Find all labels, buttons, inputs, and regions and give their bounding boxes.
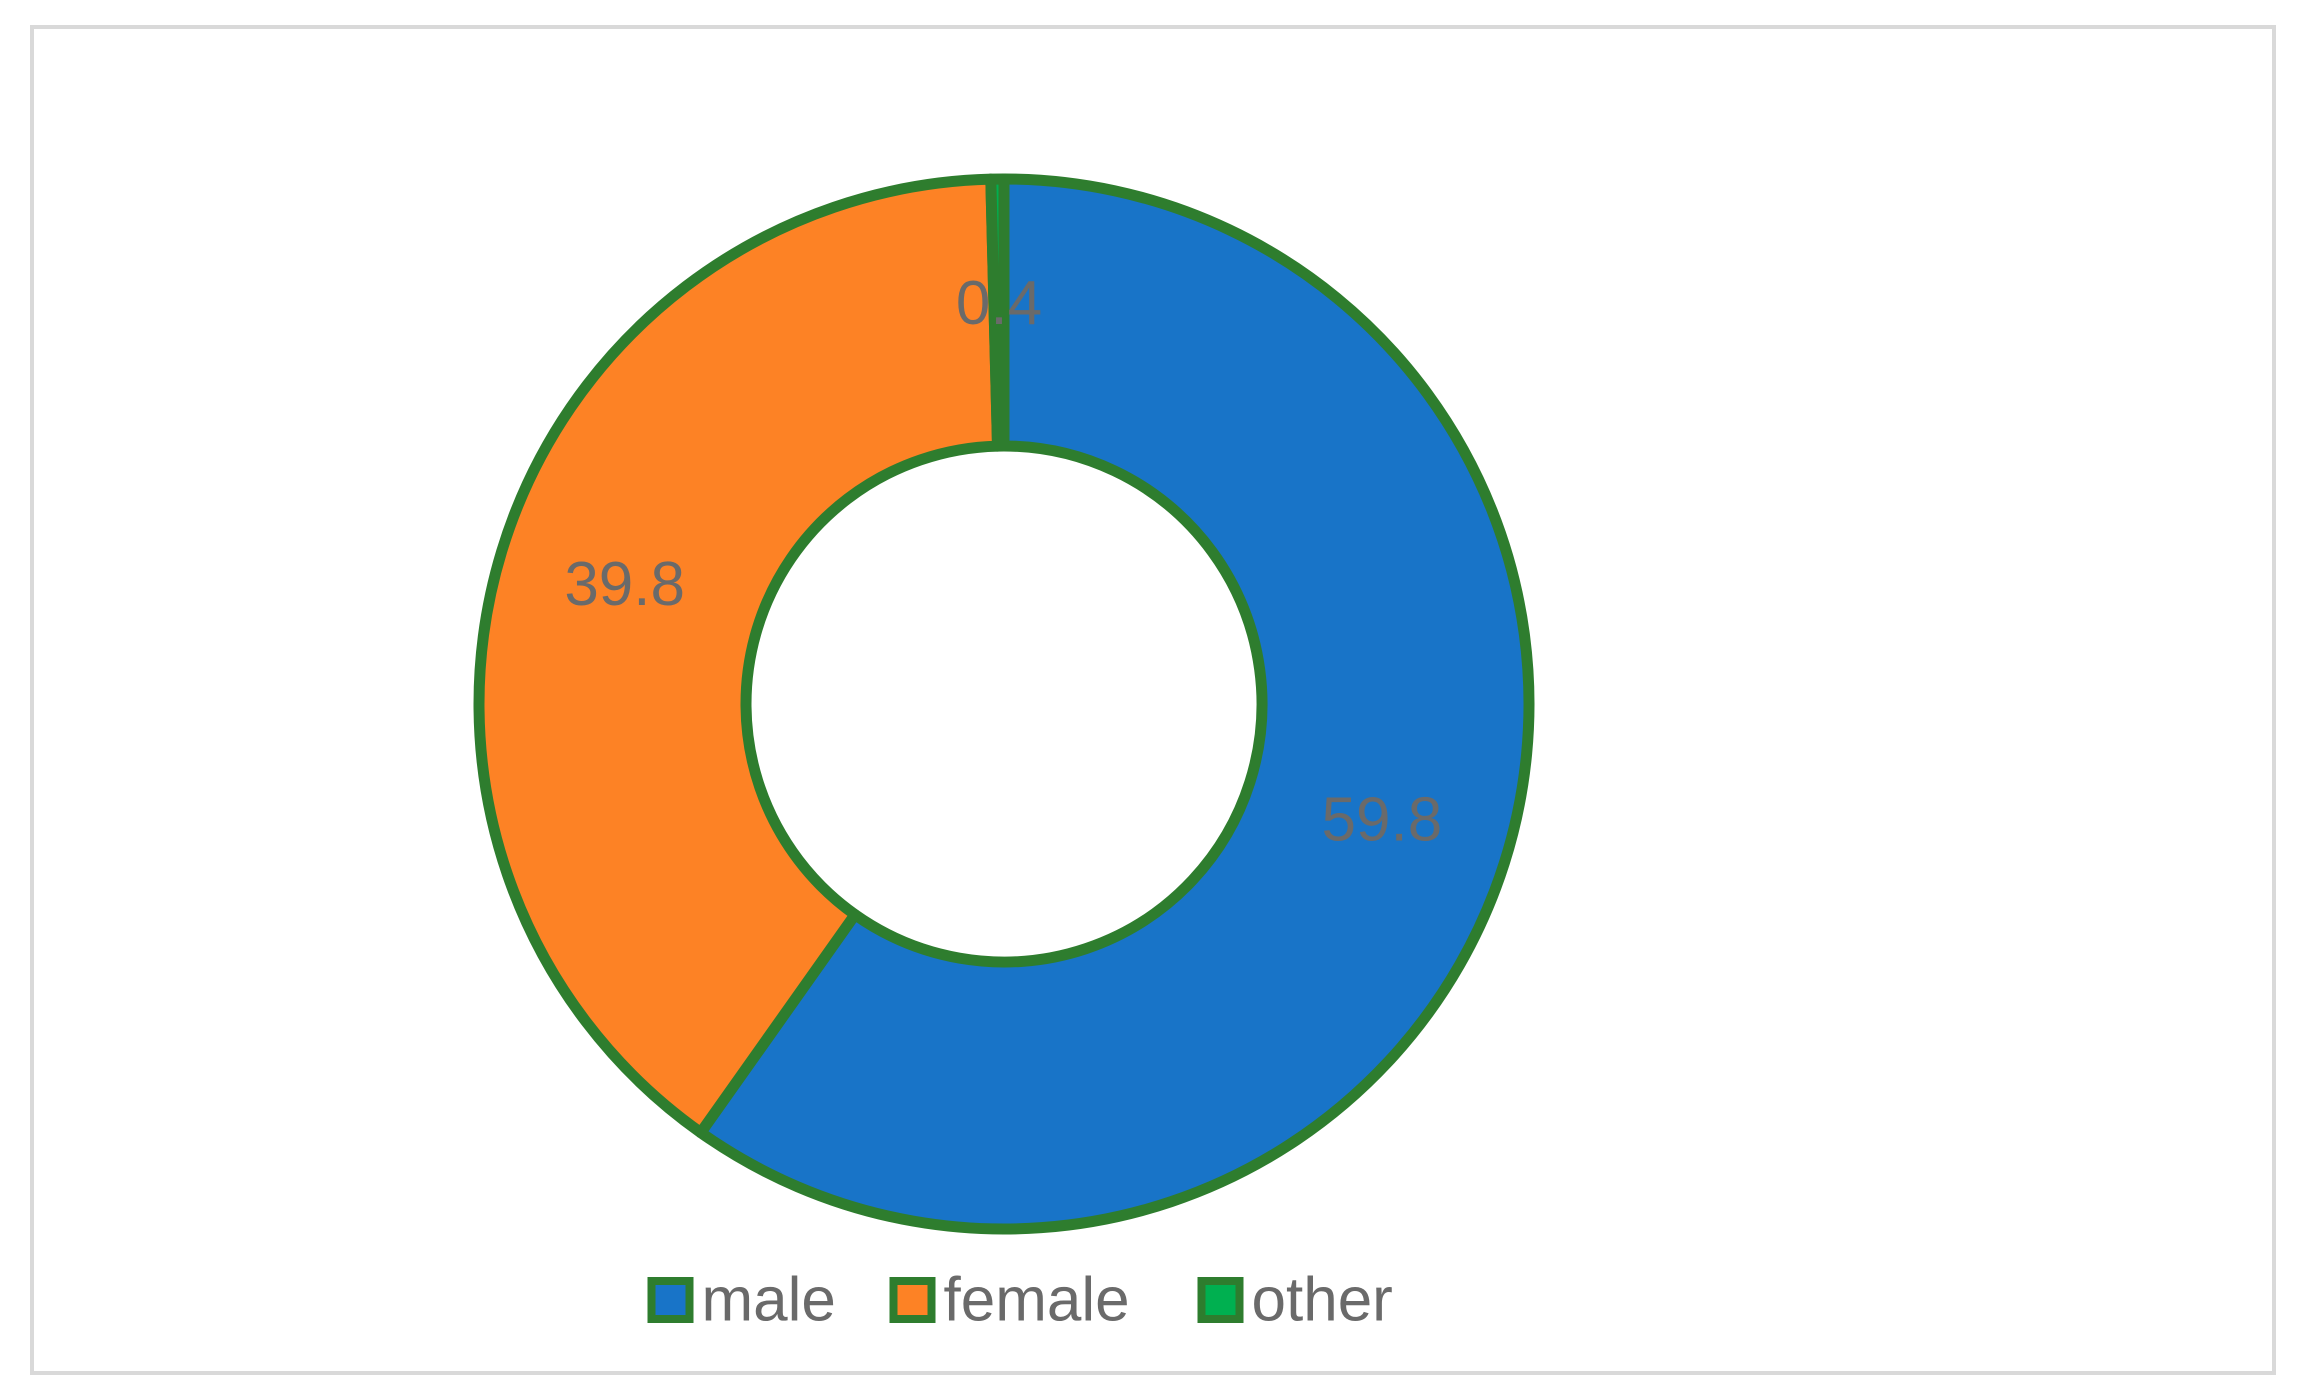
legend-swatch-other bbox=[1197, 1277, 1244, 1323]
slice-female bbox=[473, 173, 1004, 1139]
legend-label-male: male bbox=[702, 1265, 836, 1334]
doughnut-chart: 59.8 39.8 0.4 male female other bbox=[473, 173, 1535, 1334]
data-label-other: 0.4 bbox=[956, 269, 1042, 338]
legend-swatch-male bbox=[647, 1277, 694, 1323]
legend-swatch-female bbox=[889, 1277, 936, 1323]
legend: male female other bbox=[647, 1265, 1393, 1334]
data-label-male: 59.8 bbox=[1322, 786, 1443, 855]
slices-group bbox=[473, 173, 1535, 1235]
slice-other bbox=[985, 173, 1010, 452]
data-label-female: 39.8 bbox=[564, 550, 685, 619]
slice-male bbox=[695, 173, 1535, 1235]
chart-frame: 59.8 39.8 0.4 male female other bbox=[30, 25, 2276, 1375]
legend-label-female: female bbox=[944, 1265, 1130, 1334]
legend-label-other: other bbox=[1252, 1265, 1393, 1334]
data-labels-group: 59.8 39.8 0.4 bbox=[564, 269, 1442, 855]
